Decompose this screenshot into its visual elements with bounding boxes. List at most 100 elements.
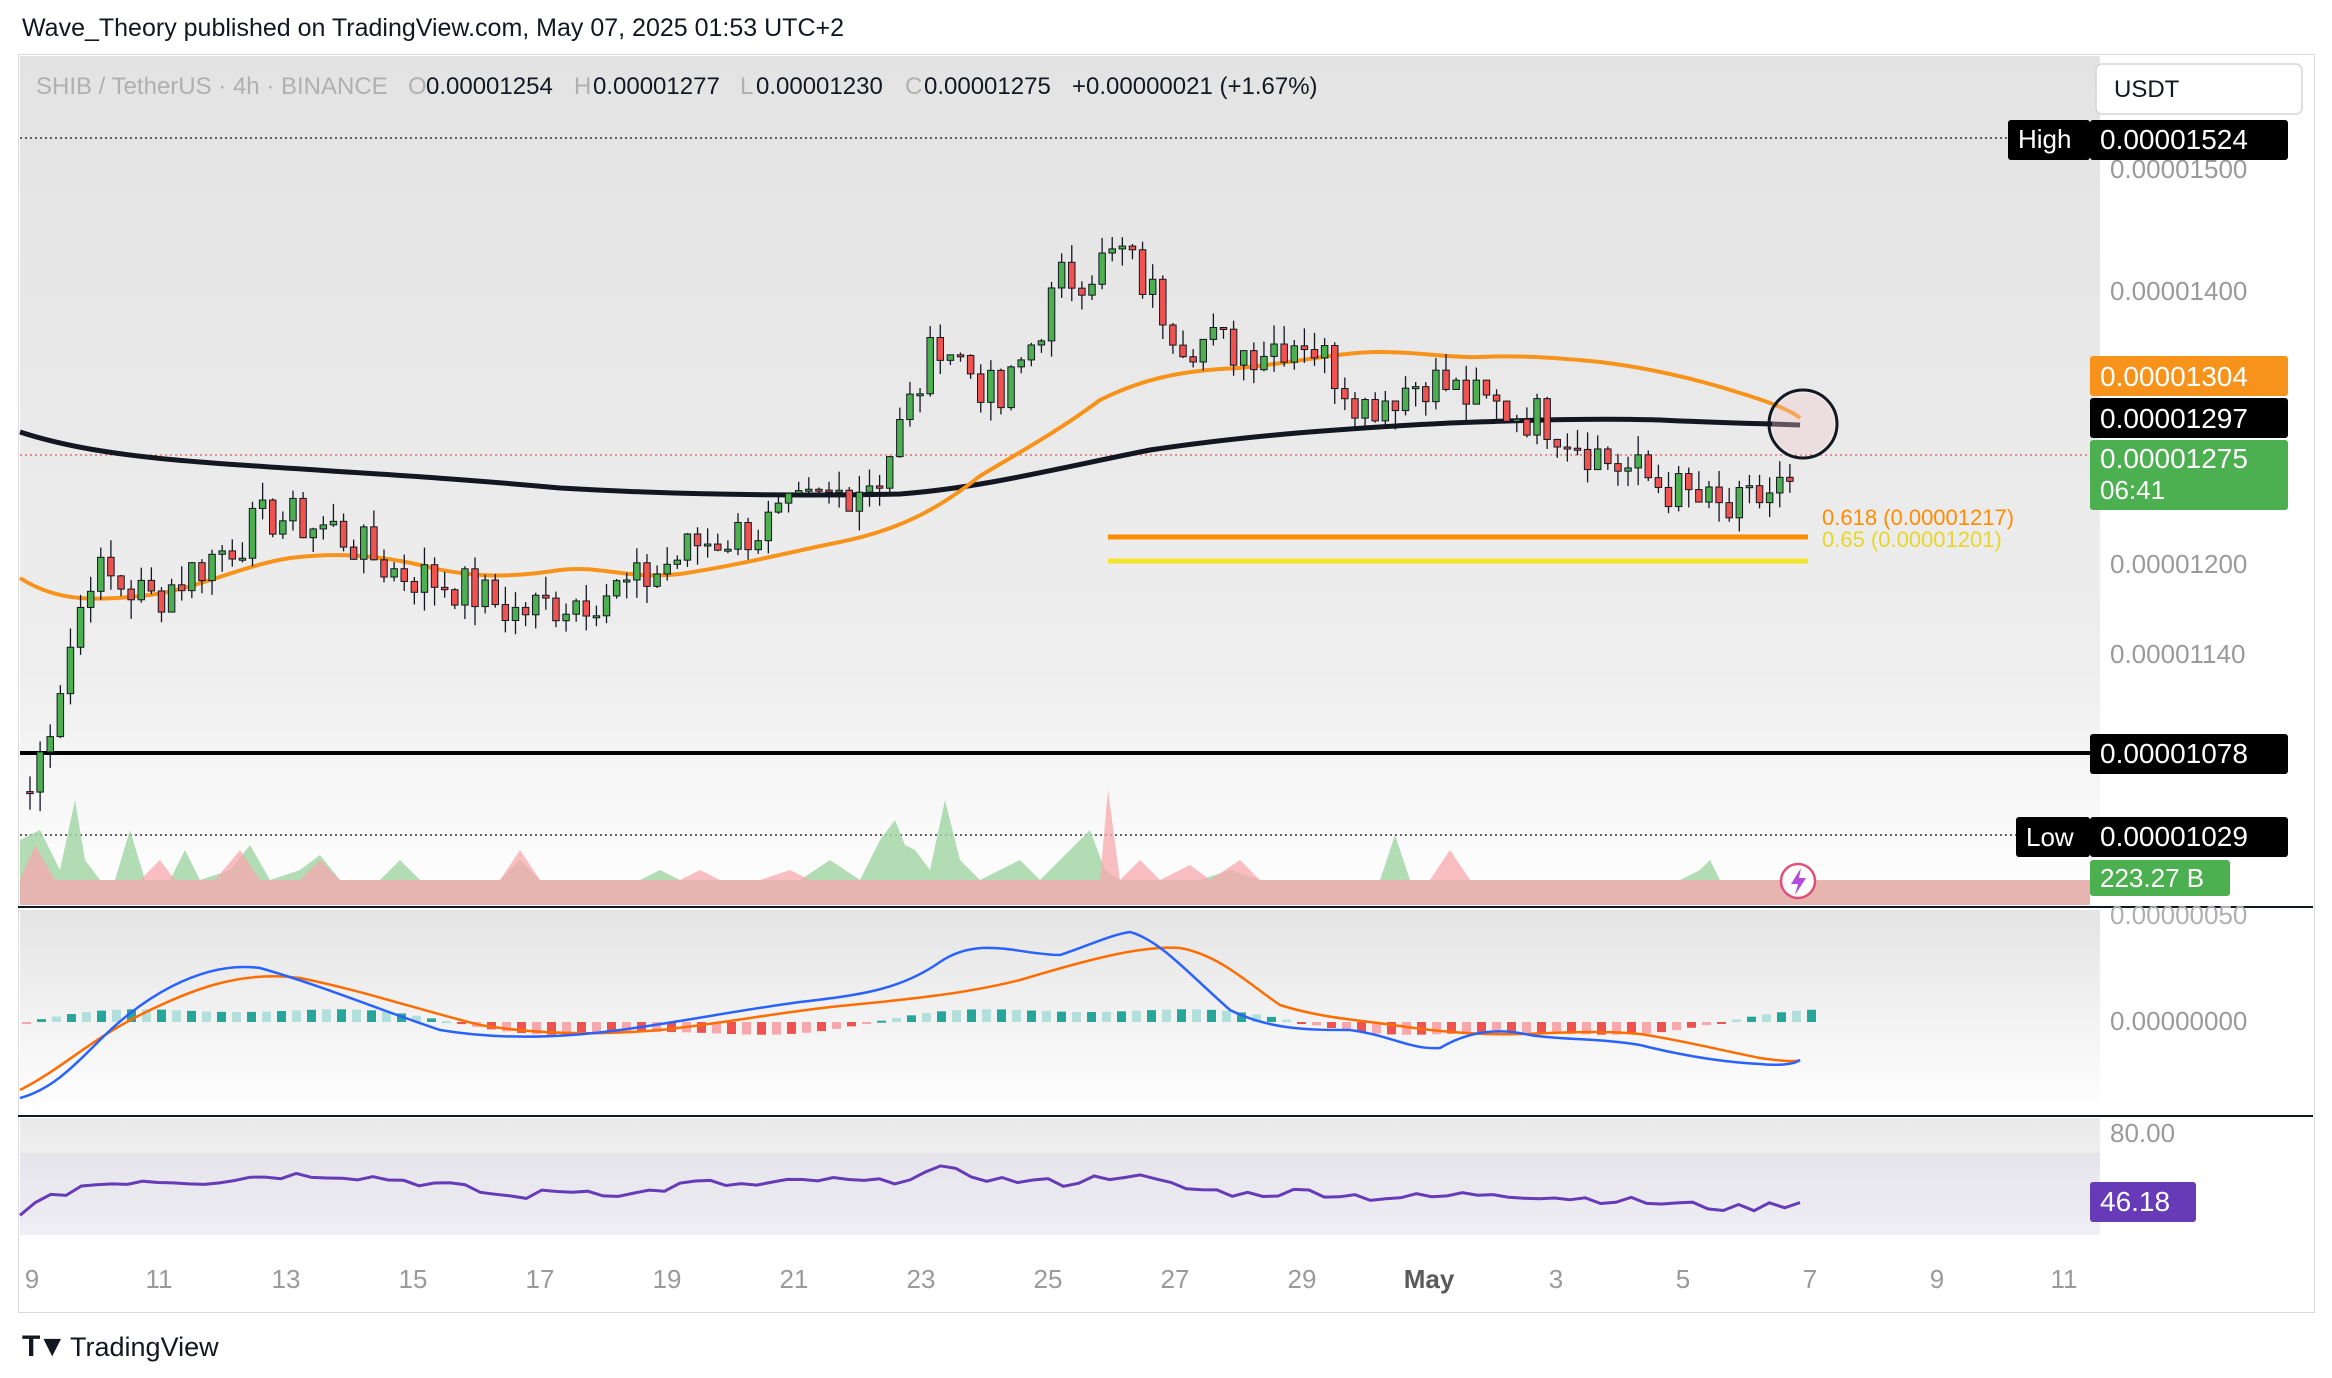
candle-up[interactable] [1401,387,1410,412]
candle-up[interactable] [360,526,368,560]
candle-up[interactable] [36,751,44,793]
candle-down[interactable] [1442,369,1450,390]
candle-up[interactable] [1513,418,1521,422]
candle-down[interactable] [501,604,510,621]
candle-down[interactable] [1138,249,1147,295]
candle-up[interactable] [1017,359,1025,368]
tradingview-footer[interactable]: T▼ TradingView [22,1330,219,1364]
candle-up[interactable] [329,520,338,526]
candle-down[interactable] [157,590,166,613]
candle-up[interactable] [835,489,843,493]
candle-down[interactable] [1189,356,1197,363]
candle-up[interactable] [1290,345,1299,363]
candle-up[interactable] [673,559,682,565]
candle-up[interactable] [1452,379,1460,390]
candle-down[interactable] [1128,245,1137,251]
candle-down[interactable] [440,586,449,591]
candle-down[interactable] [1604,448,1612,465]
candle-up[interactable] [1411,386,1420,390]
ma-slow-line[interactable] [19,416,1801,498]
candle-up[interactable] [1593,448,1602,471]
candle-down[interactable] [1331,345,1339,390]
candle-up[interactable] [774,502,783,513]
candle-down[interactable] [1523,418,1531,436]
candle-down[interactable] [1725,502,1733,519]
candle-up[interactable] [238,557,247,561]
candle-down[interactable] [936,337,945,361]
candle-down[interactable] [177,584,186,592]
candle-up[interactable] [1037,340,1046,346]
candle-down[interactable] [1159,278,1167,326]
candle-up[interactable] [855,491,864,512]
chart-frame[interactable] [18,54,2315,1313]
candle-up[interactable] [1745,485,1754,489]
candle-down[interactable] [471,568,479,608]
candle-up[interactable] [602,595,611,617]
candle-down[interactable] [956,354,965,358]
candle-down[interactable] [339,520,348,548]
candle-down[interactable] [744,521,752,551]
candle-down[interactable] [198,562,206,582]
candle-up[interactable] [1209,326,1218,340]
candle-up[interactable] [531,594,540,616]
candle-down[interactable] [1563,446,1572,450]
candle-up[interactable] [86,590,95,608]
candle-up[interactable] [754,540,762,551]
candle-down[interactable] [1786,476,1794,482]
candle-up[interactable] [56,693,65,738]
candle-down[interactable] [1573,447,1582,451]
candle-up[interactable] [1765,492,1774,504]
candle-down[interactable] [1755,485,1764,504]
candle-up[interactable] [623,579,631,583]
candle-down[interactable] [1250,350,1258,371]
candle-up[interactable] [734,521,742,550]
candle-up[interactable] [1776,476,1784,494]
time-axis[interactable]: 9 11 13 15 17 19 21 23 25 27 29 May 3 5 7 9 11 [25,1264,2078,1294]
candle-down[interactable] [451,589,459,606]
candle-down[interactable] [269,499,277,535]
candle-up[interactable] [1533,398,1541,436]
candle-up[interactable] [906,393,914,421]
candle-up[interactable] [572,600,580,615]
candle-up[interactable] [390,568,398,578]
candle-down[interactable] [977,373,985,403]
candle-up[interactable] [309,528,317,539]
candle-up[interactable] [167,584,176,613]
lightning-icon[interactable] [1779,862,1817,900]
candle-down[interactable] [693,533,702,547]
candle-up[interactable] [764,511,773,542]
candle-up[interactable] [1239,350,1248,366]
candle-up[interactable] [76,606,85,648]
candle-down[interactable] [491,579,499,606]
candle-up[interactable] [1027,344,1036,361]
candle-down[interactable] [1229,328,1238,366]
candle-down[interactable] [1078,287,1086,296]
candle-up[interactable] [1320,345,1329,359]
candle-down[interactable] [1543,398,1551,440]
currency-button[interactable] [2095,63,2303,115]
candle-up[interactable] [1270,343,1278,357]
candle-up[interactable] [511,606,520,621]
candle-down[interactable] [1351,398,1359,419]
candle-up[interactable] [703,543,712,547]
candle-down[interactable] [643,562,651,587]
candle-up[interactable] [1098,252,1106,285]
candle-down[interactable] [582,600,591,617]
candle-down[interactable] [370,526,378,561]
candle-up[interactable] [1118,245,1127,250]
candle-down[interactable] [380,559,388,578]
candle-up[interactable] [805,488,813,492]
candle-up[interactable] [461,568,469,606]
crossover-highlight-circle[interactable] [1767,388,1839,460]
candle-up[interactable] [1007,366,1015,409]
candle-down[interactable] [1068,261,1076,289]
candle-down[interactable] [1502,400,1511,422]
candle-down[interactable] [1553,438,1561,448]
candle-up[interactable] [1674,473,1683,508]
candle-up[interactable] [916,393,924,397]
candle-down[interactable] [107,556,115,577]
macd-signal-line[interactable] [19,946,1801,1092]
candle-down[interactable] [845,489,853,512]
candle-up[interactable] [97,556,105,592]
